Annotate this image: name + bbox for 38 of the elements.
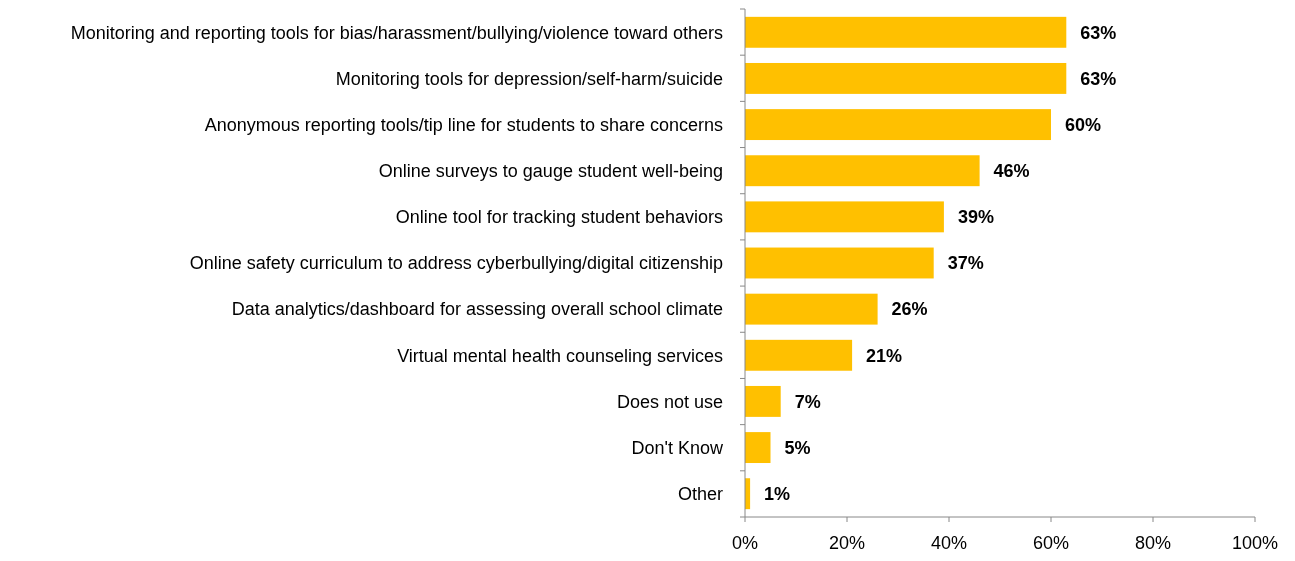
x-tick-label: 100% — [1231, 533, 1279, 553]
x-tick-label: 80% — [1134, 533, 1172, 553]
data-label: 26% — [891, 299, 928, 320]
bar — [745, 432, 771, 464]
y-tick-label: Anonymous reporting tools/tip line for students to share concerns — [204, 114, 723, 135]
x-tick-label: 60% — [1032, 533, 1070, 553]
bar — [745, 385, 781, 417]
data-label: 60% — [1065, 114, 1102, 135]
data-label: 46% — [993, 161, 1030, 182]
data-label: 21% — [866, 345, 903, 366]
data-label: 5% — [784, 437, 811, 458]
y-tick-label: Online safety curriculum to address cyberbullying/digital citizenship — [189, 253, 723, 274]
y-tick-label: Online surveys to gauge student well-being — [378, 161, 723, 182]
bar — [745, 155, 980, 187]
bar — [745, 247, 934, 279]
bar — [745, 16, 1067, 48]
y-tick-label: Monitoring tools for depression/self-harm/suicide — [335, 68, 723, 89]
data-label: 63% — [1080, 22, 1117, 43]
bar — [745, 201, 944, 233]
y-tick-label: Virtual mental health counseling services — [397, 345, 723, 366]
data-label: 1% — [764, 484, 791, 504]
y-tick-label: Other — [677, 484, 723, 504]
bar — [745, 293, 878, 325]
data-label: 39% — [957, 207, 994, 228]
y-tick-label: Data analytics/dashboard for assessing overall school climate — [231, 299, 723, 320]
x-tick-label: 40% — [930, 533, 968, 553]
data-label: 37% — [947, 253, 984, 274]
bar — [745, 62, 1067, 94]
y-tick-label: Don't Know — [631, 437, 724, 458]
y-tick-label: Monitoring and reporting tools for bias/harassment/bullying/violence toward others — [70, 22, 723, 43]
y-tick-label: Does not use — [616, 391, 723, 412]
x-tick-label: 0% — [731, 533, 759, 553]
x-tick-label: 20% — [828, 533, 866, 553]
y-tick-label: Online tool for tracking student behaviors — [395, 207, 723, 228]
data-label: 7% — [794, 391, 821, 412]
bar — [745, 109, 1051, 141]
bar — [745, 339, 853, 371]
data-label: 63% — [1080, 68, 1117, 89]
